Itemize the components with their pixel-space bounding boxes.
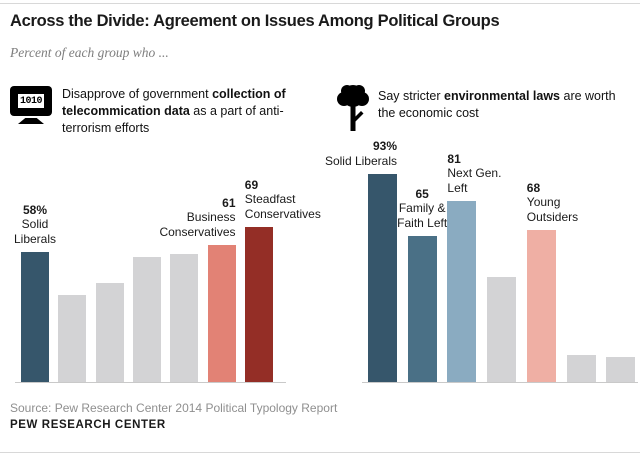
bottom-divider (0, 452, 640, 453)
environment-question-bold: environmental laws (444, 89, 561, 103)
monitor-icon-stand (18, 118, 44, 124)
bar-label-next-gen-left: 81 Next Gen. Left (447, 151, 502, 195)
telecom-question-bold: collection of telecommication data (62, 87, 286, 118)
bar-unlabeled-2 (95, 283, 124, 382)
environment-question-post: are worth the economic cost (378, 89, 616, 120)
monitor-icon-screen-text: 1010 (16, 92, 46, 110)
monitor-icon: 1010 (10, 86, 52, 126)
bar-label-solid-liberals: 93% Solid Liberals (324, 139, 397, 168)
telecom-question-pre: Disapprove of government (62, 87, 213, 101)
bar-steadfast-conservatives (244, 227, 273, 382)
bar-label-family-faith-left: 65 Family & Faith Left (397, 186, 448, 230)
telecom-question-post: as a part of anti-terrorism efforts (62, 104, 284, 135)
environment-question-pre: Say stricter (378, 89, 444, 103)
page-title: Across the Divide: Agreement on Issues A… (10, 12, 500, 30)
page-subtitle: Percent of each group who ... (10, 45, 169, 60)
bar-solid-liberals (368, 174, 397, 382)
environment-chart: 93% Solid Liberals 65 Family & Faith Left 81 N… (0, 139, 640, 383)
x-axis-line (362, 382, 638, 383)
bar-unlabeled-3 (606, 357, 636, 382)
bar-solid-liberals (21, 252, 49, 382)
bar-unlabeled-1 (58, 295, 87, 382)
bar-unlabeled-2 (566, 355, 596, 382)
bar-label-young-outsiders: 68 Young Outsiders (526, 180, 579, 224)
bar-unlabeled-1 (487, 277, 517, 382)
bar-next-gen-left (447, 201, 477, 382)
bar-unlabeled-4 (170, 254, 199, 382)
tree-icon (336, 84, 370, 131)
pew-wordmark: PEW RESEARCH CENTER (10, 419, 166, 431)
top-divider (0, 3, 640, 4)
source-note: Source: Pew Research Center 2014 Politic… (10, 401, 338, 415)
bar-family-faith-left (407, 236, 437, 382)
monitor-icon-bezel: 1010 (10, 86, 52, 116)
environment-question: Say stricter environmental laws are wort… (378, 88, 616, 122)
bar-business-conservatives (207, 245, 236, 382)
x-axis-line (15, 382, 286, 383)
bar-young-outsiders (526, 230, 556, 382)
telecom-question: Disapprove of government collection of t… (62, 86, 312, 137)
bar-unlabeled-3 (132, 257, 161, 382)
